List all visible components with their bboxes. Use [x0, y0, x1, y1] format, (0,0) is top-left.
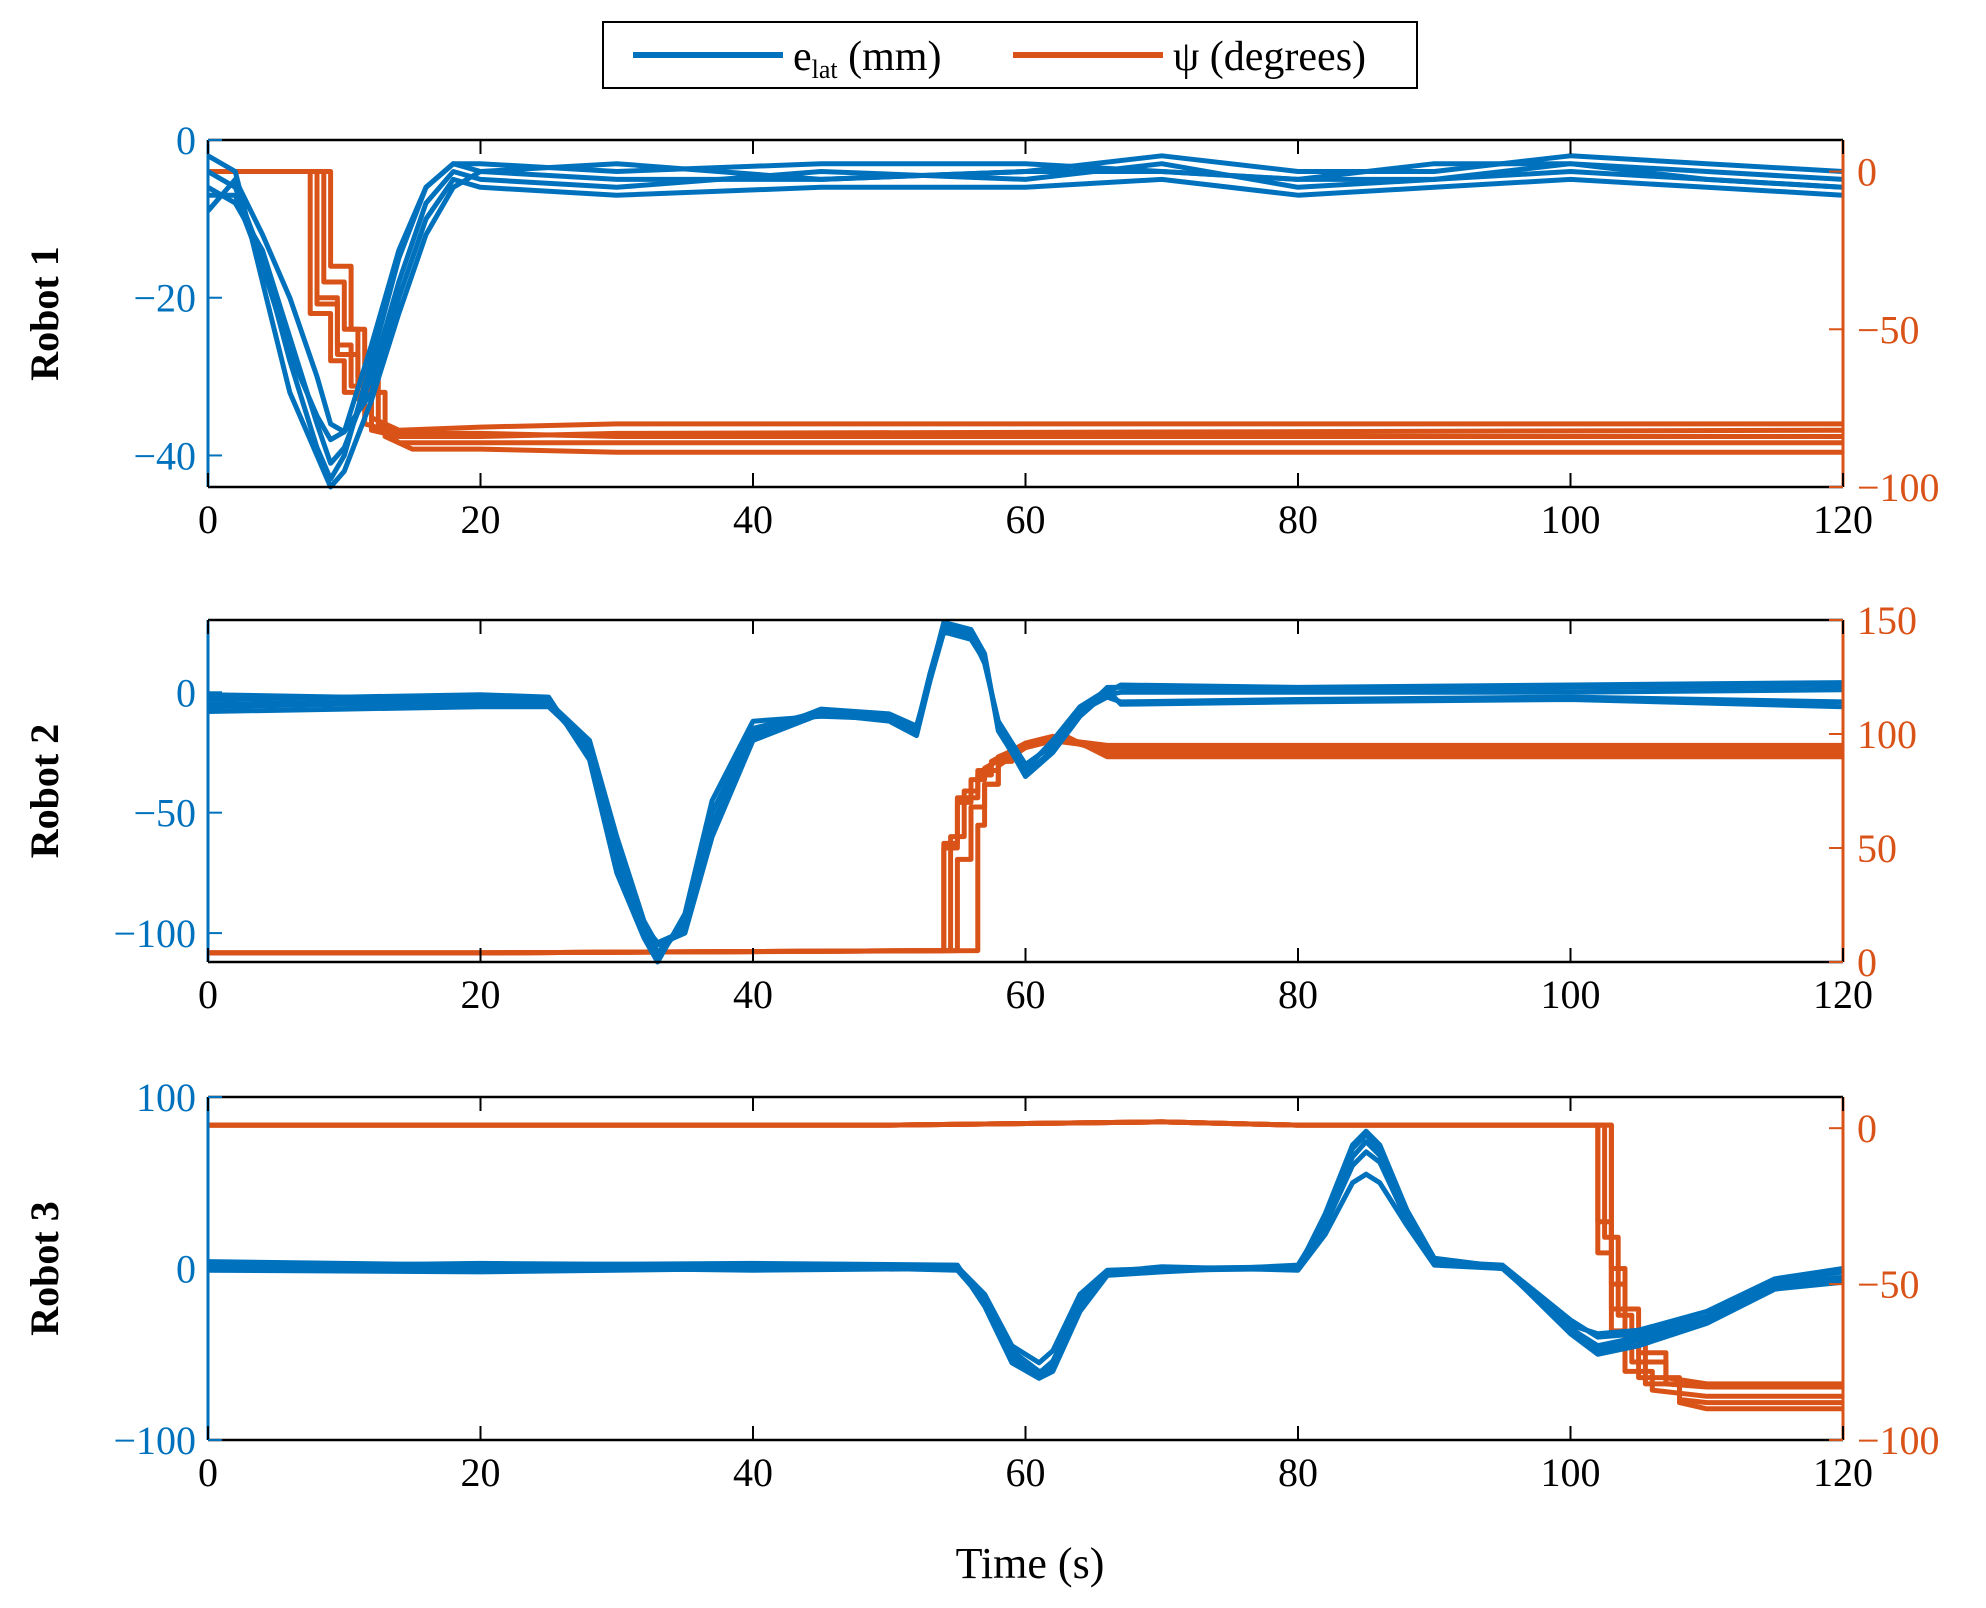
- right-y-tick-label: 0: [1857, 940, 1877, 985]
- elat-series-line: [208, 624, 1843, 955]
- x-tick-label: 0: [198, 972, 218, 1017]
- x-tick-label: 40: [733, 497, 773, 542]
- right-y-tick-label: −100: [1857, 1418, 1940, 1463]
- elat-series-line: [208, 629, 1843, 946]
- x-tick-label: 80: [1278, 1450, 1318, 1495]
- x-tick-label: 120: [1813, 972, 1873, 1017]
- legend: elat (mm) ψ (degrees): [602, 21, 1418, 89]
- x-tick-label: 100: [1541, 1450, 1601, 1495]
- left-y-tick-label: −20: [133, 276, 196, 321]
- left-y-tick-label: 0: [176, 118, 196, 163]
- x-tick-label: 120: [1813, 1450, 1873, 1495]
- x-tick-label: 100: [1541, 497, 1601, 542]
- x-tick-label: 100: [1541, 972, 1601, 1017]
- right-y-tick-label: −50: [1857, 307, 1920, 352]
- elat-series-line: [208, 161, 1843, 443]
- elat-series-line: [208, 153, 1843, 490]
- psi-series-line: [208, 169, 1843, 433]
- right-y-tick-label: 150: [1857, 598, 1917, 643]
- elat-series-line: [208, 1149, 1843, 1366]
- psi-series-line: [208, 169, 1843, 446]
- right-y-tick-label: 50: [1857, 826, 1897, 871]
- elat-series-line: [208, 619, 1843, 965]
- x-tick-label: 40: [733, 972, 773, 1017]
- elat-series-line: [208, 627, 1843, 948]
- left-y-tick-label: 0: [176, 670, 196, 715]
- left-y-tick-label: −40: [133, 433, 196, 478]
- x-tick-label: 80: [1278, 972, 1318, 1017]
- psi-series-line: [208, 1119, 1843, 1406]
- x-axis-title: Time (s): [956, 1539, 1105, 1588]
- elat-series-line: [208, 622, 1843, 960]
- right-y-tick-label: −100: [1857, 465, 1940, 510]
- left-y-tick-label: −100: [113, 1418, 196, 1463]
- psi-series-line: [208, 169, 1843, 455]
- plot-area: [208, 1119, 1843, 1412]
- x-tick-label: 0: [198, 497, 218, 542]
- psi-series-line: [208, 736, 1843, 956]
- psi-series-line: [208, 169, 1843, 439]
- panel-title: Robot 3: [22, 1201, 67, 1335]
- legend-psi-label: ψ (degrees): [1173, 34, 1366, 80]
- legend-elat-label: elat (mm): [793, 34, 941, 84]
- left-y-tick-label: −100: [113, 911, 196, 956]
- left-y-tick-label: 0: [176, 1247, 196, 1292]
- left-y-tick-label: 100: [136, 1075, 196, 1120]
- x-tick-label: 60: [1006, 1450, 1046, 1495]
- elat-series-line: [208, 176, 1843, 435]
- left-y-tick-label: −50: [133, 791, 196, 836]
- panel-title: Robot 1: [22, 246, 67, 380]
- x-tick-label: 20: [461, 497, 501, 542]
- right-y-tick-label: 0: [1857, 150, 1877, 195]
- x-tick-label: 20: [461, 972, 501, 1017]
- elat-series-line: [208, 1128, 1843, 1376]
- x-tick-label: 60: [1006, 972, 1046, 1017]
- x-tick-label: 0: [198, 1450, 218, 1495]
- panel-title: Robot 2: [22, 724, 67, 858]
- right-y-tick-label: −50: [1857, 1262, 1920, 1307]
- x-tick-label: 60: [1006, 497, 1046, 542]
- plot-area: [208, 619, 1843, 965]
- x-tick-label: 80: [1278, 497, 1318, 542]
- elat-series-line: [208, 161, 1843, 466]
- right-y-tick-label: 100: [1857, 712, 1917, 757]
- psi-series-line: [208, 169, 1843, 439]
- plot-area: [208, 153, 1843, 490]
- x-tick-label: 20: [461, 1450, 501, 1495]
- x-tick-label: 120: [1813, 497, 1873, 542]
- right-y-tick-label: 0: [1857, 1106, 1877, 1151]
- x-tick-label: 40: [733, 1450, 773, 1495]
